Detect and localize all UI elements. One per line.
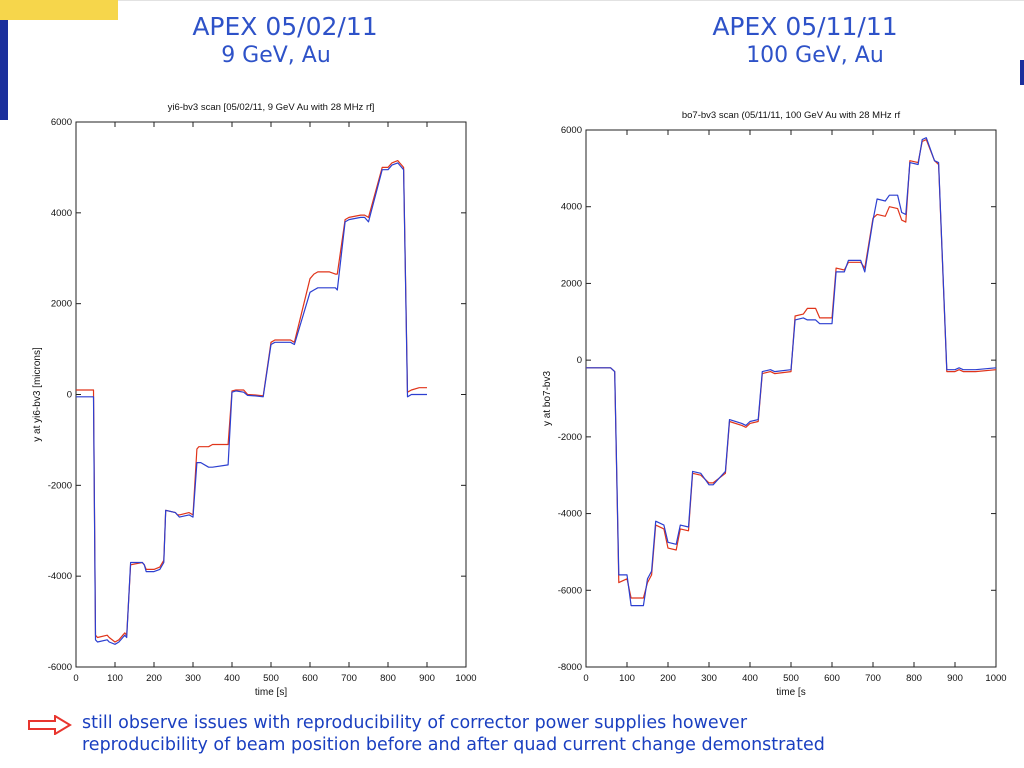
- y-tick-label: 0: [67, 390, 72, 401]
- y-tick-label: -6000: [558, 585, 582, 596]
- x-tick-label: 700: [865, 673, 881, 684]
- x-tick-label: 900: [947, 673, 963, 684]
- slide-corner-accent: [0, 0, 118, 20]
- footer-line2: reproducibility of beam position before …: [82, 735, 825, 755]
- x-tick-label: 0: [73, 673, 78, 684]
- right-arrow-icon: [28, 715, 72, 735]
- y-axis-label: y at yi6-bv3 [microns]: [32, 347, 43, 442]
- y-tick-label: 0: [577, 355, 582, 366]
- y-axis-label: y at bo7-bv3: [542, 371, 553, 426]
- y-tick-label: 4000: [51, 208, 72, 219]
- heading-left-line1: APEX 05/02/11: [192, 12, 378, 41]
- x-tick-label: 700: [341, 673, 357, 684]
- chart-title: yi6-bv3 scan [05/02/11, 9 GeV Au with 28…: [168, 102, 375, 113]
- series-line-2: [586, 137, 997, 607]
- chart-left: yi6-bv3 scan [05/02/11, 9 GeV Au with 28…: [32, 102, 477, 698]
- slide-side-accent: [0, 20, 8, 120]
- heading-left: APEX 05/02/11 9 GeV, Au: [160, 14, 410, 67]
- footer-note: still observe issues with reproducibilit…: [28, 712, 1018, 756]
- x-tick-label: 300: [185, 673, 201, 684]
- slide-right-accent: [1020, 60, 1024, 85]
- heading-right-line1: APEX 05/11/11: [712, 12, 898, 41]
- y-tick-label: 6000: [51, 117, 72, 128]
- y-tick-label: -2000: [558, 432, 582, 443]
- chart-title: bo7-bv3 scan (05/11/11, 100 GeV Au with …: [682, 110, 901, 121]
- footer-line1: still observe issues with reproducibilit…: [82, 713, 748, 733]
- y-tick-label: 2000: [561, 278, 582, 289]
- x-tick-label: 0: [583, 673, 588, 684]
- x-tick-label: 800: [906, 673, 922, 684]
- y-tick-label: -6000: [48, 662, 72, 673]
- x-tick-label: 1000: [455, 673, 476, 684]
- y-tick-label: 2000: [51, 299, 72, 310]
- x-tick-label: 600: [824, 673, 840, 684]
- plot-frame: [585, 129, 997, 668]
- y-tick-label: -2000: [48, 480, 72, 491]
- x-tick-label: 1000: [985, 673, 1006, 684]
- heading-left-line2: 9 GeV, Au: [221, 43, 331, 68]
- x-tick-label: 900: [419, 673, 435, 684]
- y-tick-label: -4000: [558, 509, 582, 520]
- series-line-2: [76, 162, 427, 645]
- y-tick-label: 6000: [561, 125, 582, 136]
- y-tick-label: -4000: [48, 571, 72, 582]
- x-tick-label: 200: [660, 673, 676, 684]
- x-tick-label: 200: [146, 673, 162, 684]
- x-axis-label: time [s]: [255, 687, 287, 698]
- y-tick-label: 4000: [561, 202, 582, 213]
- x-tick-label: 100: [107, 673, 123, 684]
- x-axis-label: time [s: [776, 687, 805, 698]
- x-tick-label: 600: [302, 673, 318, 684]
- y-tick-label: -8000: [558, 662, 582, 673]
- top-rule: [0, 0, 1024, 1]
- x-tick-label: 800: [380, 673, 396, 684]
- x-tick-label: 500: [263, 673, 279, 684]
- heading-right: APEX 05/11/11 100 GeV, Au: [690, 14, 920, 67]
- heading-right-line2: 100 GeV, Au: [746, 43, 884, 68]
- x-tick-label: 100: [619, 673, 635, 684]
- x-tick-label: 500: [783, 673, 799, 684]
- series-line-1: [76, 159, 427, 643]
- x-tick-label: 400: [742, 673, 758, 684]
- x-tick-label: 300: [701, 673, 717, 684]
- chart-right: bo7-bv3 scan (05/11/11, 100 GeV Au with …: [542, 110, 1007, 698]
- x-tick-label: 400: [224, 673, 240, 684]
